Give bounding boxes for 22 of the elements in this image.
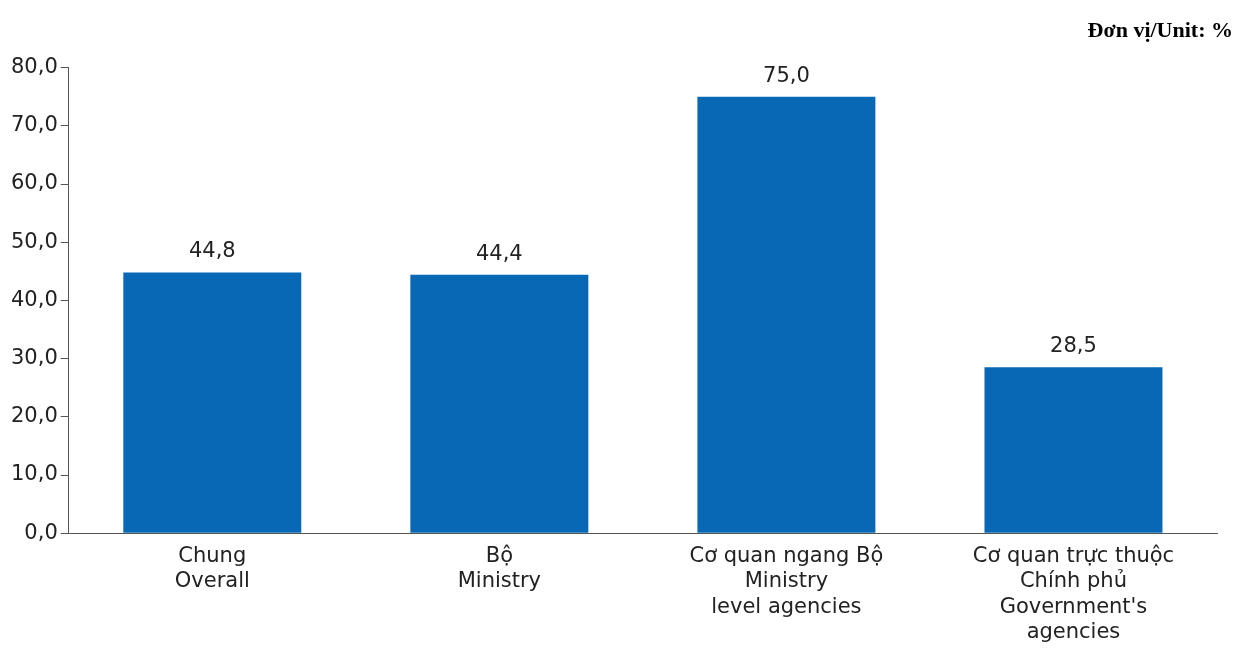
x-tick-label: Cơ quan trực thuộc Chính phủ Government's agencies [972, 543, 1175, 643]
x-tick-label: Cơ quan ngang Bộ Ministry level agencies [689, 543, 884, 618]
y-tick-label: 30,0 [10, 345, 58, 370]
bar [123, 272, 302, 533]
y-tick-label: 50,0 [10, 228, 58, 253]
y-tick-label: 60,0 [10, 170, 58, 195]
x-tick-label: Bộ Ministry [457, 543, 542, 593]
y-tick-label: 0,0 [24, 519, 58, 544]
data-label: 75,0 [763, 62, 810, 87]
data-label: 28,5 [1050, 333, 1097, 358]
y-axis-title: Đơn vị/Unit: % [1086, 16, 1234, 44]
y-tick-label: 40,0 [10, 286, 58, 311]
bar [984, 367, 1163, 533]
y-tick-label: 70,0 [10, 112, 58, 137]
y-tick-label: 20,0 [10, 403, 58, 428]
bar [410, 274, 589, 533]
data-label: 44,8 [188, 238, 236, 263]
y-tick-label: 80,0 [10, 54, 58, 79]
bar [697, 96, 876, 533]
data-label: 44,4 [475, 240, 523, 265]
y-tick-label: 10,0 [10, 461, 58, 486]
x-tick-label: Chung Overall [174, 543, 250, 593]
